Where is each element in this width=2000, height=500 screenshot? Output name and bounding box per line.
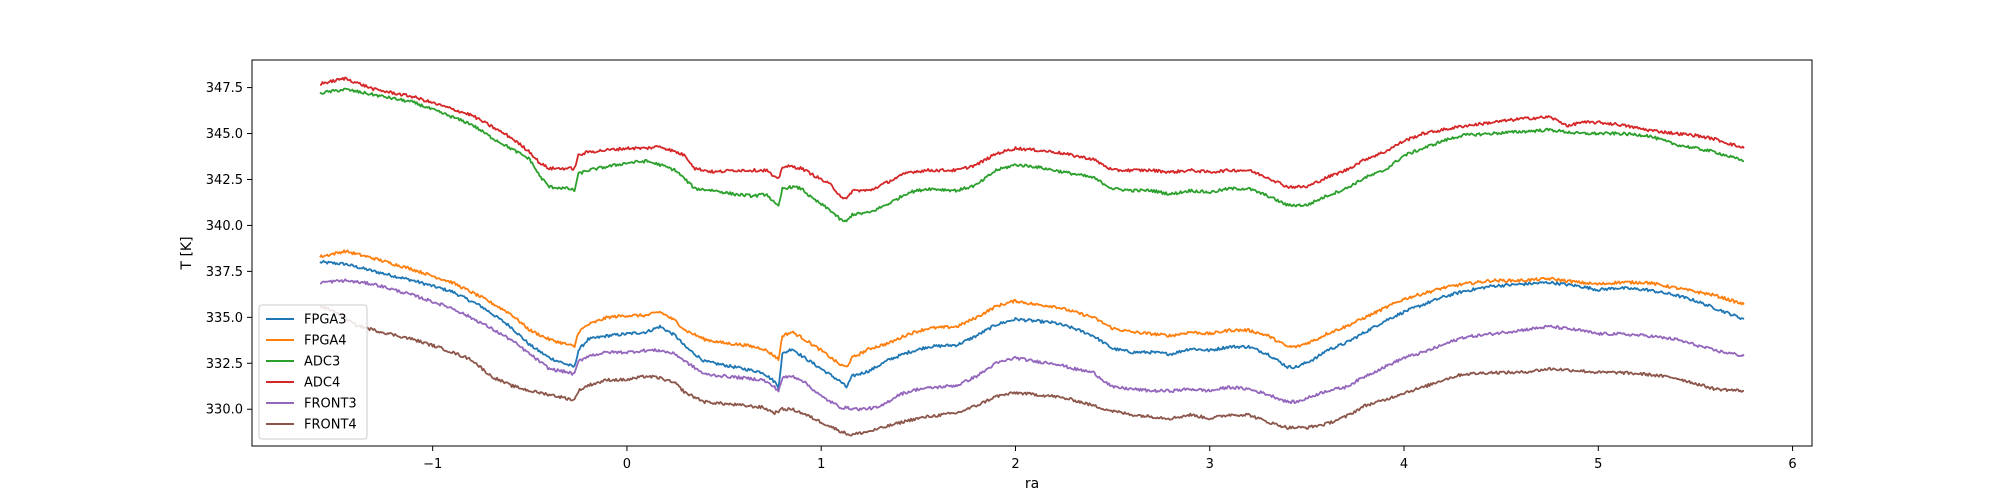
y-tick-label: 340.0 <box>206 219 243 234</box>
series-line-fpga3 <box>319 260 1745 390</box>
series-line-front4 <box>319 305 1745 437</box>
x-tick-label: −1 <box>423 457 442 472</box>
y-tick-label: 330.0 <box>206 403 243 418</box>
y-tick-label: 335.0 <box>206 311 243 326</box>
legend-box <box>258 304 368 440</box>
series-line-fpga4 <box>319 249 1745 368</box>
x-tick-label: 1 <box>817 457 825 472</box>
y-tick-label: 332.5 <box>206 357 243 372</box>
series-layer <box>319 76 1745 437</box>
series-line-front3 <box>319 278 1745 412</box>
legend-label-fpga3: FPGA3 <box>304 313 347 328</box>
x-tick-label: 3 <box>1206 457 1214 472</box>
y-tick-label: 347.5 <box>206 81 243 96</box>
x-tick-label: 6 <box>1788 457 1796 472</box>
y-axis-label: T [K] <box>179 236 195 270</box>
x-axis-label: ra <box>1025 476 1039 492</box>
plot-frame <box>251 59 1813 447</box>
legend-label-front4: FRONT4 <box>304 418 357 433</box>
y-axis-ticks: 330.0 332.5 335.0 337.5 340.0 342.5 345.0 347.5 <box>206 81 252 418</box>
series-line-adc4 <box>319 76 1745 200</box>
x-axis-ticks: −1 0 1 2 3 4 5 6 <box>423 446 1797 472</box>
legend-label-adc3: ADC3 <box>304 355 340 370</box>
series-line-adc3 <box>319 87 1745 223</box>
x-tick-label: 4 <box>1400 457 1408 472</box>
y-tick-label: 342.5 <box>206 173 243 188</box>
y-tick-label: 337.5 <box>206 265 243 280</box>
legend-label-fpga4: FPGA4 <box>304 334 347 349</box>
x-tick-label: 2 <box>1011 457 1019 472</box>
legend: FPGA3 FPGA4 ADC3 ADC4 FRONT3 FRONT4 <box>258 304 368 440</box>
legend-label-front3: FRONT3 <box>304 397 357 412</box>
x-tick-label: 5 <box>1594 457 1602 472</box>
legend-label-adc4: ADC4 <box>304 376 340 391</box>
x-tick-label: 0 <box>623 457 631 472</box>
y-tick-label: 345.0 <box>206 127 243 142</box>
